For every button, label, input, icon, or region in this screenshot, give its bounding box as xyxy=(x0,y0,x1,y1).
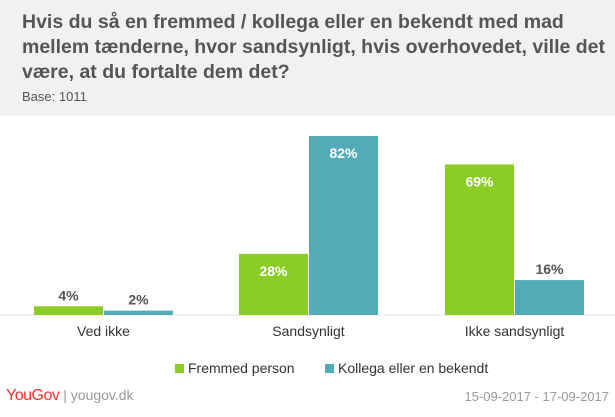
legend-swatch xyxy=(175,364,184,373)
legend-label: Kollega eller en bekendt xyxy=(338,360,488,376)
data-label: 82% xyxy=(329,145,358,161)
x-tick-label: Ved ikke xyxy=(77,323,130,339)
data-label: 2% xyxy=(128,292,149,308)
bar-fremmed-0 xyxy=(34,306,103,315)
bar-kollega-2 xyxy=(515,280,584,315)
chart-title: Hvis du så en fremmed / kollega eller en… xyxy=(22,11,606,83)
legend-label: Fremmed person xyxy=(188,360,295,376)
data-label: 28% xyxy=(259,263,288,279)
data-label: 4% xyxy=(58,287,79,303)
x-tick-label: Sandsynligt xyxy=(272,323,344,339)
footer-brand: YouGov | yougov.dk xyxy=(6,387,134,405)
footer-site[interactable]: yougov.dk xyxy=(70,387,134,403)
footer-dates: 15-09-2017 - 17-09-2017 xyxy=(464,389,609,404)
data-label: 69% xyxy=(465,173,494,189)
bar-fremmed-2 xyxy=(445,164,514,315)
bar-fremmed-1 xyxy=(239,253,308,315)
bar-kollega-1 xyxy=(309,136,378,315)
x-tick-label: Ikke sandsynligt xyxy=(465,323,565,339)
base-count: Base: 1011 xyxy=(22,89,87,104)
header-band: Hvis du så en fremmed / kollega eller en… xyxy=(0,0,615,116)
legend-swatch xyxy=(325,364,334,373)
yougov-logo: YouGov xyxy=(6,387,60,404)
footer-separator: | xyxy=(63,387,71,403)
bar-kollega-0 xyxy=(104,310,173,315)
data-label: 16% xyxy=(535,261,564,277)
